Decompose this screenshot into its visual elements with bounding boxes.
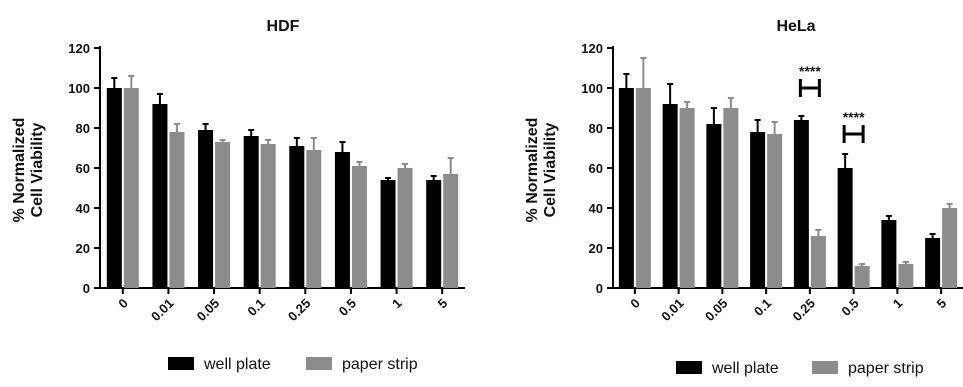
bar-well-plate bbox=[706, 124, 722, 288]
chart-panel-0: HDF% Normalized Cell Viability02040608010… bbox=[11, 18, 465, 373]
bar-paper-strip bbox=[679, 108, 695, 288]
legend-label: well plate bbox=[203, 356, 271, 373]
x-tick-label: 0 bbox=[627, 296, 643, 312]
x-tick-label: 0.01 bbox=[148, 296, 177, 325]
x-tick-label: 0.25 bbox=[789, 296, 818, 325]
x-tick-label: 0.5 bbox=[838, 296, 861, 319]
bar-well-plate bbox=[106, 88, 122, 288]
y-tick-label: 60 bbox=[589, 161, 603, 176]
y-tick-label: 120 bbox=[68, 41, 90, 56]
x-tick-label: 5 bbox=[435, 296, 451, 312]
x-tick-label: 0.1 bbox=[244, 296, 267, 319]
y-tick-label: 100 bbox=[581, 81, 603, 96]
bar-paper-strip bbox=[767, 134, 783, 288]
x-tick-label: 0.05 bbox=[194, 296, 223, 325]
legend-label: paper strip bbox=[342, 356, 418, 373]
bar-well-plate bbox=[243, 136, 259, 288]
y-tick-label: 20 bbox=[589, 241, 603, 256]
bar-well-plate bbox=[618, 88, 634, 288]
x-tick-label: 0.1 bbox=[751, 296, 774, 319]
bar-well-plate bbox=[793, 120, 809, 288]
y-tick-label: 0 bbox=[596, 281, 603, 296]
chart-title: HDF bbox=[267, 18, 300, 35]
x-tick-label: 0.05 bbox=[702, 296, 731, 325]
bar-paper-strip bbox=[723, 108, 739, 288]
bar-well-plate bbox=[334, 152, 350, 288]
y-tick-label: 80 bbox=[76, 121, 90, 136]
y-tick-label: 60 bbox=[76, 161, 90, 176]
bar-well-plate bbox=[289, 146, 305, 288]
significance-label: **** bbox=[799, 63, 821, 79]
x-tick-label: 1 bbox=[389, 296, 405, 312]
y-tick-label: 0 bbox=[83, 281, 90, 296]
x-tick-label: 0.25 bbox=[285, 296, 314, 325]
y-tick-label: 20 bbox=[76, 241, 90, 256]
bar-well-plate bbox=[380, 180, 396, 288]
bar-paper-strip bbox=[306, 150, 322, 288]
y-tick-label: 40 bbox=[589, 201, 603, 216]
legend: well plate paper strip bbox=[168, 356, 418, 373]
bar-paper-strip bbox=[942, 208, 958, 288]
bar-paper-strip bbox=[260, 144, 276, 288]
y-tick-label: 80 bbox=[589, 121, 603, 136]
y-axis-label: % Normalized bbox=[524, 118, 541, 223]
y-axis-label: % Normalized bbox=[11, 118, 28, 223]
legend-label: paper strip bbox=[848, 360, 924, 377]
chart-panel-1: HeLa % Normalized Cell Viability 0 20 40 60 80 1… bbox=[524, 18, 963, 377]
y-tick-label: 120 bbox=[581, 41, 603, 56]
bar-well-plate bbox=[152, 104, 168, 288]
bar-well-plate bbox=[662, 104, 678, 288]
bar-paper-strip bbox=[169, 132, 185, 288]
bar-paper-strip bbox=[810, 236, 826, 288]
y-tick-label: 40 bbox=[76, 201, 90, 216]
x-tick-label: 1 bbox=[890, 296, 906, 312]
bar-paper-strip bbox=[635, 88, 651, 288]
legend-swatch bbox=[812, 361, 838, 374]
bar-paper-strip bbox=[854, 266, 870, 288]
y-axis-label: Cell Viability bbox=[29, 122, 46, 217]
bar-well-plate bbox=[426, 180, 442, 288]
bar-paper-strip bbox=[215, 142, 231, 288]
bar-well-plate bbox=[837, 168, 853, 288]
bar-paper-strip bbox=[123, 88, 139, 288]
legend-swatch bbox=[168, 357, 194, 370]
legend-swatch bbox=[676, 361, 702, 374]
x-tick-label: 0.5 bbox=[336, 296, 359, 319]
x-tick-label: 0 bbox=[115, 296, 131, 312]
bar-paper-strip bbox=[443, 174, 459, 288]
legend: well plate paper strip bbox=[676, 360, 924, 377]
chart-title: HeLa bbox=[776, 18, 815, 35]
legend-label: well plate bbox=[711, 360, 779, 377]
bar-well-plate bbox=[198, 130, 214, 288]
bar-well-plate bbox=[925, 238, 941, 288]
bar-paper-strip bbox=[898, 264, 914, 288]
x-tick-label: 0.01 bbox=[658, 296, 687, 325]
bar-paper-strip bbox=[351, 166, 367, 288]
bar-well-plate bbox=[750, 132, 766, 288]
bar-well-plate bbox=[881, 220, 897, 288]
x-tick-label: 5 bbox=[934, 296, 950, 312]
legend-swatch bbox=[306, 357, 332, 370]
y-axis-label: Cell Viability bbox=[542, 122, 559, 217]
significance-label: **** bbox=[843, 109, 865, 125]
bar-paper-strip bbox=[397, 168, 413, 288]
y-tick-label: 100 bbox=[68, 81, 90, 96]
